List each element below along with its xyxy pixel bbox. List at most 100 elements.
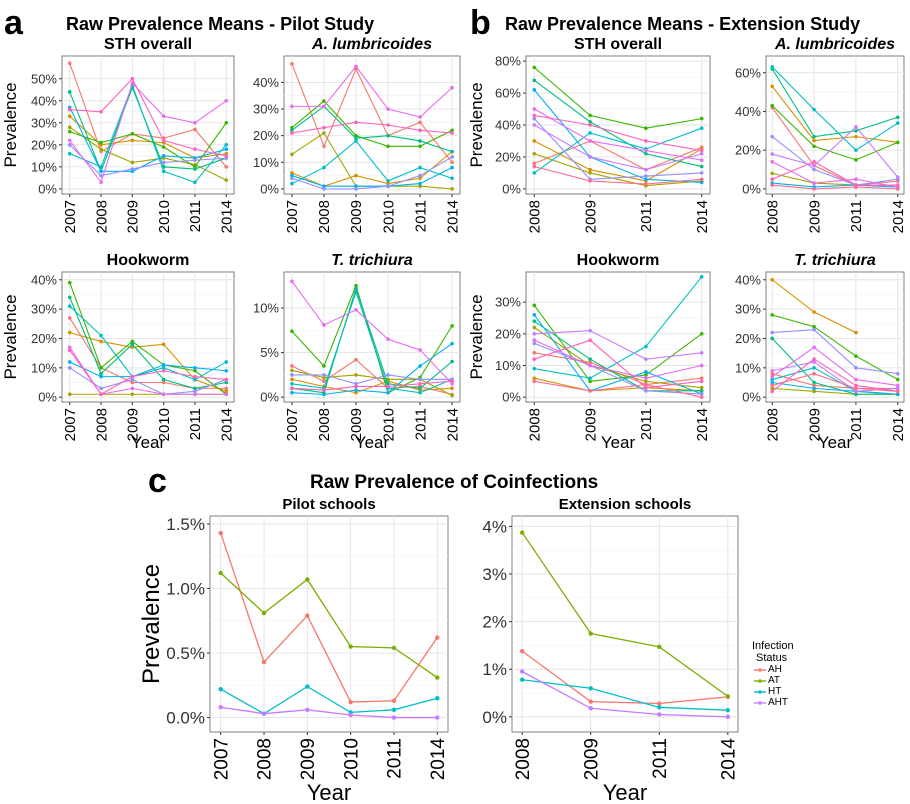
data-point xyxy=(812,366,816,370)
y-tick-label: 20% xyxy=(495,326,521,341)
data-point xyxy=(854,389,858,394)
data-point xyxy=(99,147,103,152)
data-point xyxy=(130,374,135,379)
y-tick-label: 30% xyxy=(735,302,761,317)
data-point xyxy=(290,377,294,382)
x-tick-label: 2008 xyxy=(93,200,110,233)
series-line xyxy=(69,144,227,177)
data-point xyxy=(812,187,816,191)
data-point xyxy=(218,570,223,576)
series-line xyxy=(69,297,227,389)
data-point xyxy=(224,154,229,158)
data-point xyxy=(130,132,135,136)
data-point xyxy=(895,389,900,394)
data-point xyxy=(532,357,537,361)
series-line xyxy=(69,82,227,184)
x-tick-label: 2007 xyxy=(284,408,301,441)
x-axis-label: Year xyxy=(307,780,351,804)
legend-swatch xyxy=(754,689,766,694)
data-point xyxy=(67,129,72,134)
data-point xyxy=(532,351,537,355)
x-tick-label: 2011 xyxy=(187,200,204,232)
data-point xyxy=(699,275,704,279)
data-point xyxy=(588,328,592,333)
legend-title-line2: Status xyxy=(756,652,788,664)
data-point xyxy=(161,380,166,385)
data-point xyxy=(588,120,592,124)
x-tick-label: 2008 xyxy=(316,408,333,441)
data-point xyxy=(348,712,353,718)
data-point xyxy=(193,392,197,397)
data-point xyxy=(450,131,454,135)
legend-label: AT xyxy=(768,675,781,686)
data-point xyxy=(99,109,103,114)
data-point xyxy=(812,310,816,314)
data-point xyxy=(418,184,422,189)
data-point xyxy=(435,635,440,640)
data-point xyxy=(588,171,592,175)
y-tick-label: 10% xyxy=(735,360,761,375)
data-point xyxy=(450,341,454,346)
data-point xyxy=(644,373,648,377)
legend-item-at: AT xyxy=(752,675,862,686)
data-point xyxy=(770,383,775,388)
y-axis-label: Prevalence xyxy=(1,82,20,167)
y-tick-label: 20% xyxy=(735,331,761,346)
data-point xyxy=(354,373,358,377)
data-point xyxy=(644,151,648,156)
y-tick-label: 40% xyxy=(253,75,279,90)
series-line xyxy=(771,358,898,392)
data-point xyxy=(290,125,294,130)
data-point xyxy=(354,384,358,389)
y-tick-label: 1.5% xyxy=(166,515,205,534)
chart-title: Hookworm xyxy=(577,252,660,269)
series-line xyxy=(220,532,438,703)
data-point xyxy=(218,686,223,692)
y-tick-label: 5% xyxy=(260,345,279,360)
data-point xyxy=(224,380,229,385)
series-line xyxy=(771,161,898,186)
chart-title: A. lumbricoides xyxy=(774,36,895,53)
x-tick-label: 2011 xyxy=(412,200,429,232)
data-point xyxy=(588,699,593,704)
section-title-pilot: Raw Prevalence Means - Pilot Study xyxy=(66,14,375,34)
data-point xyxy=(130,76,135,81)
data-point xyxy=(193,389,197,394)
data-point xyxy=(354,382,358,386)
data-point xyxy=(588,631,593,636)
data-point xyxy=(699,363,704,368)
data-point xyxy=(588,706,593,711)
data-point xyxy=(99,140,103,145)
data-point xyxy=(130,377,135,382)
chart-extension-hookworm: Hookworm 0% 10% 20% 30% 2008 2009 2011 2014 Preva… xyxy=(467,252,711,452)
data-point xyxy=(657,705,662,710)
y-tick-label: 0% xyxy=(38,390,57,405)
series-line xyxy=(291,280,453,385)
x-tick-label: 2007 xyxy=(62,408,79,441)
series-line xyxy=(534,108,702,161)
data-point xyxy=(895,371,900,376)
data-point xyxy=(657,644,662,650)
data-point xyxy=(854,392,858,397)
data-point xyxy=(699,158,704,162)
data-point xyxy=(290,386,294,391)
series-line xyxy=(771,105,899,161)
y-tick-label: 20% xyxy=(495,149,521,164)
data-point xyxy=(532,303,537,308)
data-point xyxy=(224,178,229,182)
data-point xyxy=(193,374,197,379)
data-point xyxy=(290,171,294,175)
data-point xyxy=(770,313,775,317)
x-tick-label: 2010 xyxy=(341,738,362,780)
series-line xyxy=(533,127,702,174)
data-point xyxy=(418,120,422,125)
data-point xyxy=(130,380,135,385)
data-point xyxy=(854,354,858,358)
data-point xyxy=(699,177,704,182)
data-point xyxy=(224,147,229,152)
x-tick-label: 2010 xyxy=(156,408,173,441)
data-point xyxy=(193,377,197,382)
series-line xyxy=(533,118,702,180)
data-point xyxy=(812,163,816,168)
data-point xyxy=(224,392,229,397)
